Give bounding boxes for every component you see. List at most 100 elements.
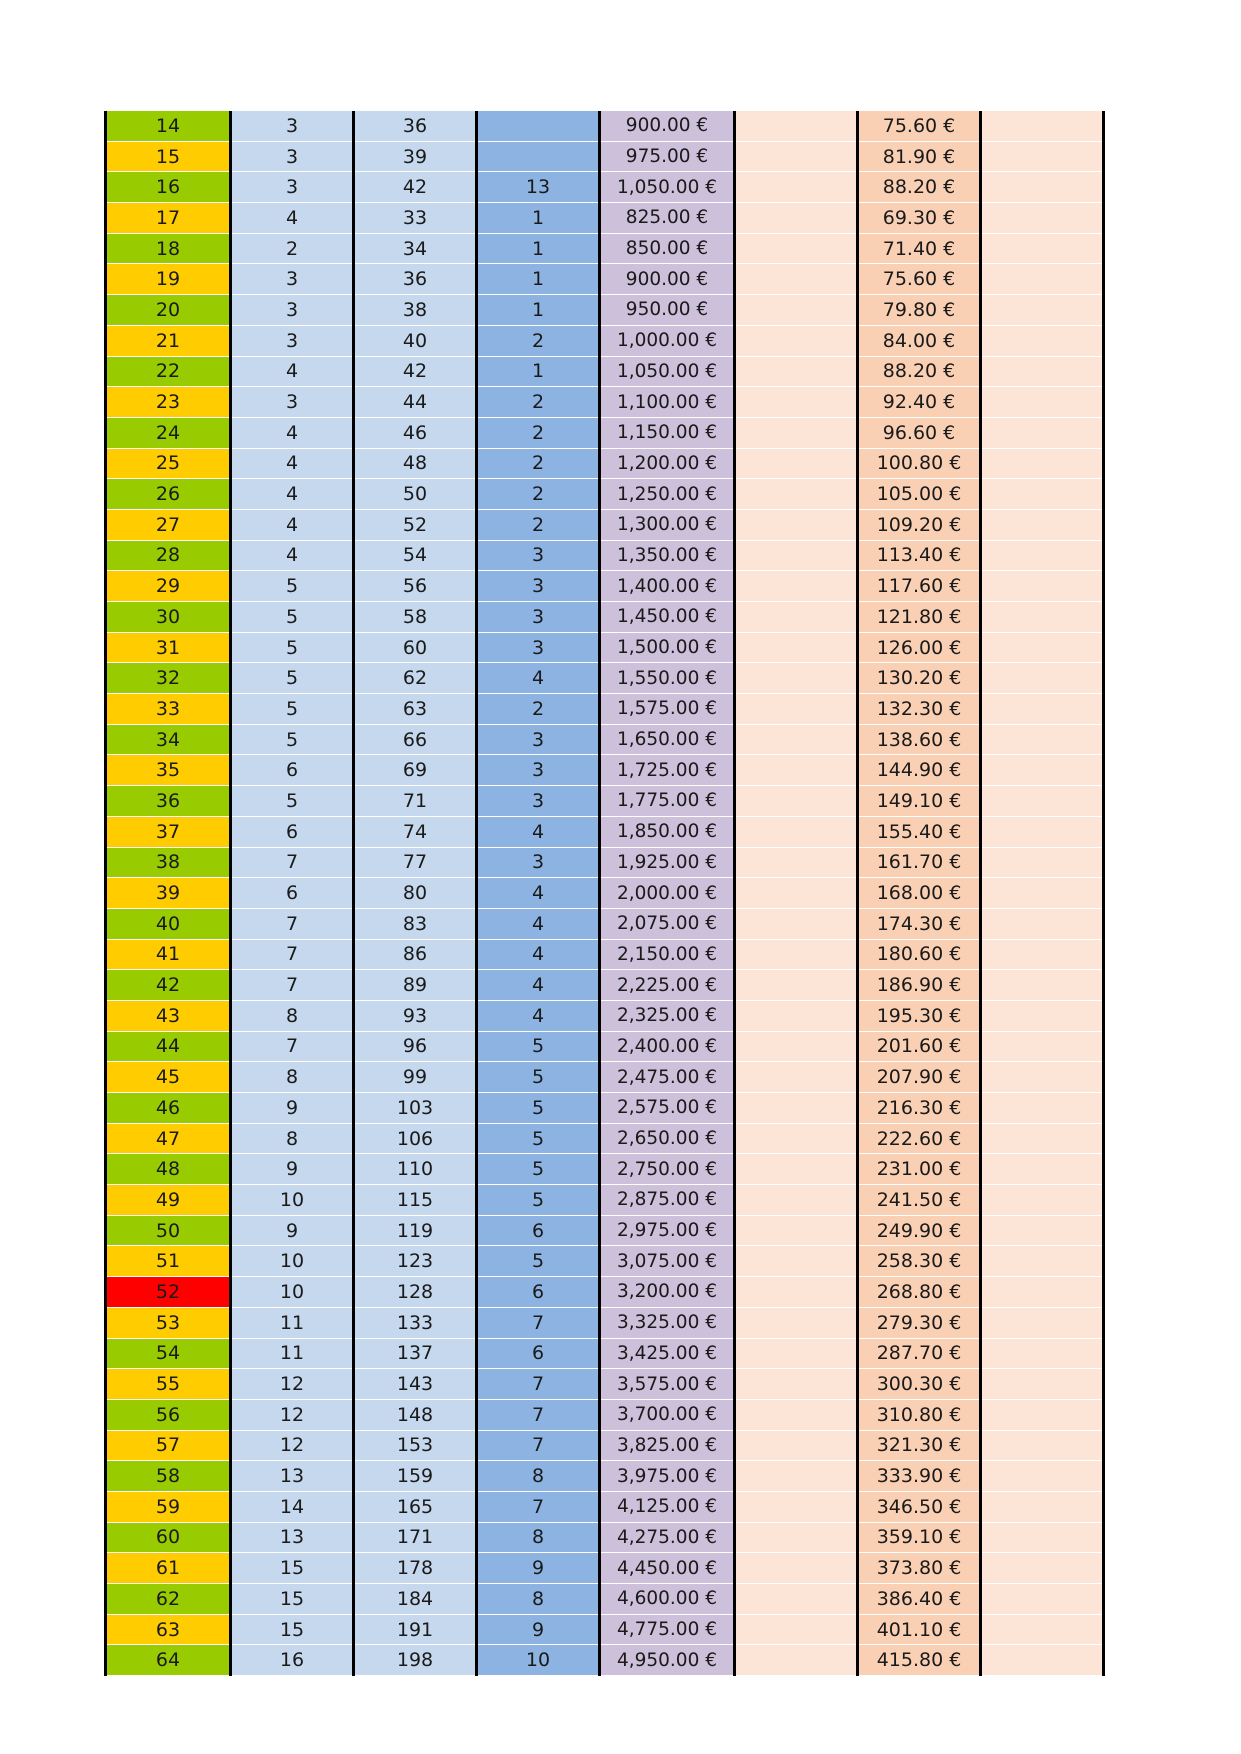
col-b-cell[interactable]: 4 bbox=[230, 417, 355, 449]
col-h-cell[interactable] bbox=[980, 448, 1105, 480]
price-cell[interactable]: 2,575.00 € bbox=[599, 1092, 736, 1124]
col-h-cell[interactable] bbox=[980, 202, 1105, 234]
col-c-cell[interactable]: 86 bbox=[353, 939, 478, 971]
col-d-cell[interactable]: 2 bbox=[476, 693, 601, 725]
col-f-cell[interactable] bbox=[734, 1092, 859, 1124]
fee-cell[interactable]: 333.90 € bbox=[857, 1460, 982, 1492]
price-cell[interactable]: 1,575.00 € bbox=[599, 693, 736, 725]
col-h-cell[interactable] bbox=[980, 601, 1105, 633]
col-h-cell[interactable] bbox=[980, 1245, 1105, 1278]
col-c-cell[interactable]: 36 bbox=[353, 263, 478, 296]
fee-cell[interactable]: 168.00 € bbox=[857, 877, 982, 909]
col-f-cell[interactable] bbox=[734, 1184, 859, 1216]
col-h-cell[interactable] bbox=[980, 1276, 1105, 1308]
col-f-cell[interactable] bbox=[734, 448, 859, 480]
level-cell[interactable]: 53 bbox=[104, 1307, 232, 1339]
col-h-cell[interactable] bbox=[980, 386, 1105, 418]
price-cell[interactable]: 2,875.00 € bbox=[599, 1184, 736, 1216]
col-c-cell[interactable]: 39 bbox=[353, 141, 478, 173]
col-c-cell[interactable]: 133 bbox=[353, 1307, 478, 1339]
col-f-cell[interactable] bbox=[734, 1276, 859, 1308]
col-d-cell[interactable]: 5 bbox=[476, 1061, 601, 1093]
col-b-cell[interactable]: 6 bbox=[230, 754, 355, 787]
col-c-cell[interactable]: 42 bbox=[353, 171, 478, 204]
col-f-cell[interactable] bbox=[734, 1123, 859, 1155]
price-cell[interactable]: 1,050.00 € bbox=[599, 171, 736, 204]
level-cell[interactable]: 21 bbox=[104, 325, 232, 357]
col-b-cell[interactable]: 4 bbox=[230, 540, 355, 572]
col-d-cell[interactable]: 1 bbox=[476, 294, 601, 326]
col-c-cell[interactable]: 178 bbox=[353, 1552, 478, 1584]
col-h-cell[interactable] bbox=[980, 417, 1105, 449]
price-cell[interactable]: 3,700.00 € bbox=[599, 1399, 736, 1431]
col-c-cell[interactable]: 58 bbox=[353, 601, 478, 633]
col-d-cell[interactable]: 6 bbox=[476, 1276, 601, 1308]
col-h-cell[interactable] bbox=[980, 1368, 1105, 1400]
level-cell[interactable]: 20 bbox=[104, 294, 232, 326]
col-d-cell[interactable]: 1 bbox=[476, 202, 601, 234]
col-h-cell[interactable] bbox=[980, 908, 1105, 940]
col-c-cell[interactable]: 34 bbox=[353, 233, 478, 265]
col-f-cell[interactable] bbox=[734, 478, 859, 510]
col-h-cell[interactable] bbox=[980, 724, 1105, 756]
fee-cell[interactable]: 321.30 € bbox=[857, 1430, 982, 1462]
col-h-cell[interactable] bbox=[980, 233, 1105, 265]
col-h-cell[interactable] bbox=[980, 693, 1105, 725]
level-cell[interactable]: 44 bbox=[104, 1031, 232, 1063]
col-b-cell[interactable]: 5 bbox=[230, 601, 355, 633]
level-cell[interactable]: 26 bbox=[104, 478, 232, 510]
col-b-cell[interactable]: 7 bbox=[230, 939, 355, 971]
fee-cell[interactable]: 359.10 € bbox=[857, 1522, 982, 1554]
col-c-cell[interactable]: 36 bbox=[353, 111, 478, 142]
col-d-cell[interactable]: 5 bbox=[476, 1184, 601, 1216]
level-cell[interactable]: 46 bbox=[104, 1092, 232, 1124]
col-b-cell[interactable]: 9 bbox=[230, 1092, 355, 1124]
fee-cell[interactable]: 186.90 € bbox=[857, 969, 982, 1001]
col-b-cell[interactable]: 3 bbox=[230, 294, 355, 326]
col-b-cell[interactable]: 3 bbox=[230, 325, 355, 357]
level-cell[interactable]: 61 bbox=[104, 1552, 232, 1584]
col-f-cell[interactable] bbox=[734, 1522, 859, 1554]
col-c-cell[interactable]: 110 bbox=[353, 1153, 478, 1186]
col-c-cell[interactable]: 42 bbox=[353, 356, 478, 388]
col-d-cell[interactable]: 1 bbox=[476, 356, 601, 388]
col-b-cell[interactable]: 15 bbox=[230, 1614, 355, 1646]
col-d-cell[interactable]: 2 bbox=[476, 417, 601, 449]
fee-cell[interactable]: 310.80 € bbox=[857, 1399, 982, 1431]
col-d-cell[interactable]: 3 bbox=[476, 847, 601, 879]
col-c-cell[interactable]: 54 bbox=[353, 540, 478, 572]
price-cell[interactable]: 950.00 € bbox=[599, 294, 736, 326]
col-d-cell[interactable]: 3 bbox=[476, 785, 601, 817]
level-cell[interactable]: 58 bbox=[104, 1460, 232, 1492]
level-cell[interactable]: 39 bbox=[104, 877, 232, 909]
col-c-cell[interactable]: 83 bbox=[353, 908, 478, 940]
col-d-cell[interactable]: 7 bbox=[476, 1491, 601, 1523]
col-f-cell[interactable] bbox=[734, 386, 859, 418]
price-cell[interactable]: 2,475.00 € bbox=[599, 1061, 736, 1093]
col-f-cell[interactable] bbox=[734, 754, 859, 787]
col-b-cell[interactable]: 15 bbox=[230, 1583, 355, 1615]
col-b-cell[interactable]: 16 bbox=[230, 1644, 355, 1677]
col-d-cell[interactable]: 1 bbox=[476, 233, 601, 265]
level-cell[interactable]: 49 bbox=[104, 1184, 232, 1216]
price-cell[interactable]: 3,425.00 € bbox=[599, 1338, 736, 1370]
col-f-cell[interactable] bbox=[734, 1552, 859, 1584]
fee-cell[interactable]: 287.70 € bbox=[857, 1338, 982, 1370]
col-b-cell[interactable]: 15 bbox=[230, 1552, 355, 1584]
col-h-cell[interactable] bbox=[980, 171, 1105, 204]
fee-cell[interactable]: 69.30 € bbox=[857, 202, 982, 234]
level-cell[interactable]: 15 bbox=[104, 141, 232, 173]
col-c-cell[interactable]: 93 bbox=[353, 1000, 478, 1032]
col-c-cell[interactable]: 103 bbox=[353, 1092, 478, 1124]
col-b-cell[interactable]: 14 bbox=[230, 1491, 355, 1523]
col-d-cell[interactable]: 6 bbox=[476, 1215, 601, 1247]
price-cell[interactable]: 4,275.00 € bbox=[599, 1522, 736, 1554]
col-c-cell[interactable]: 191 bbox=[353, 1614, 478, 1646]
col-h-cell[interactable] bbox=[980, 785, 1105, 817]
fee-cell[interactable]: 386.40 € bbox=[857, 1583, 982, 1615]
col-h-cell[interactable] bbox=[980, 1153, 1105, 1186]
col-d-cell[interactable]: 13 bbox=[476, 171, 601, 204]
col-b-cell[interactable]: 10 bbox=[230, 1245, 355, 1278]
price-cell[interactable]: 3,075.00 € bbox=[599, 1245, 736, 1278]
fee-cell[interactable]: 207.90 € bbox=[857, 1061, 982, 1093]
